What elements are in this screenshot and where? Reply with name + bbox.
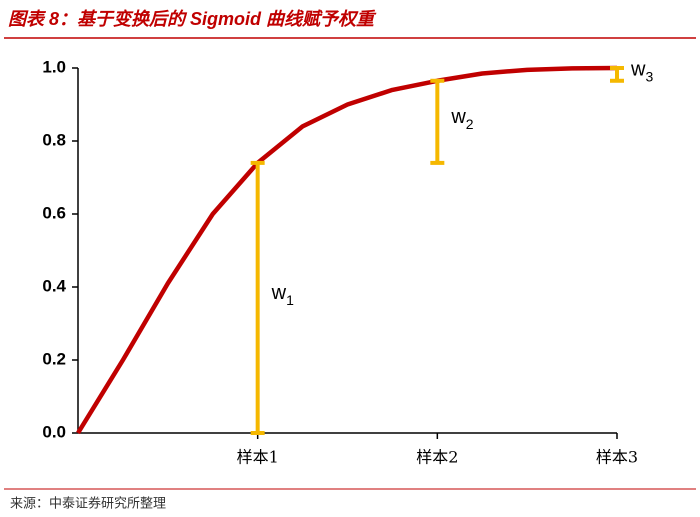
weight-label: w2 (450, 106, 473, 131)
weight-letter: w (450, 106, 466, 128)
weight-letter: w (271, 282, 287, 304)
y-tick-label: 0.0 (42, 422, 66, 441)
weight-subscript: 1 (286, 292, 294, 308)
weight-subscript: 3 (645, 68, 653, 84)
x-tick-label: 样本1 (237, 448, 279, 467)
x-tick-label: 样本2 (416, 448, 458, 467)
sigmoid-curve (76, 65, 618, 435)
y-tick-label: 0.8 (42, 130, 66, 149)
weight-label: w1 (271, 282, 294, 307)
source-note: 来源：中泰证券研究所整理 (10, 495, 166, 510)
y-tick-label: 0.4 (42, 276, 66, 295)
y-tick-label: 0.2 (42, 349, 66, 368)
chart-title: 图表 8：基于变换后的 Sigmoid 曲线赋予权重 (8, 9, 377, 29)
y-tick-label: 0.6 (42, 203, 66, 222)
weight-subscript: 2 (466, 116, 474, 132)
x-tick-label: 样本3 (596, 448, 638, 467)
weight-letter: w (630, 59, 646, 81)
weight-label: w3 (630, 59, 653, 84)
y-tick-label: 1.0 (42, 57, 66, 76)
